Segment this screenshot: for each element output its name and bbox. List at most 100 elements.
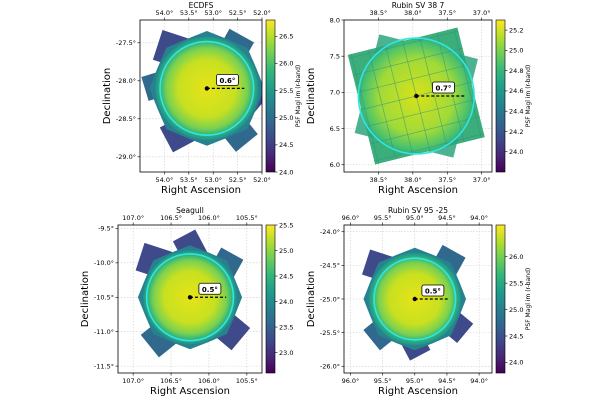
x-axis-label: Right Ascension (150, 386, 230, 397)
x-tick-label-top: 106.5° (160, 214, 182, 222)
colorbar-tick-label: 25.5 (279, 221, 293, 229)
x-tick-label-top: 37.5° (438, 9, 456, 17)
x-tick-label-top: 105.5° (236, 214, 258, 222)
y-tick-label: -10.5° (94, 294, 114, 302)
plot-frame (139, 19, 263, 173)
x-tick-label: 94.0° (470, 377, 488, 385)
colorbar-tick-label: 26.0 (279, 60, 293, 68)
center-marker (204, 86, 210, 91)
x-tick-label-top: 94.5° (438, 214, 456, 222)
colorbar-tick-label: 26.0 (509, 253, 523, 261)
x-tick-label-top: 53.5° (180, 9, 198, 17)
panel-rubin-sv-38-7: 0.7° 38.5° 38.5° 38.0° 38.0° 37.5° 37.5° 37.0° 3… (306, 1, 532, 196)
x-tick-label: 95.5° (374, 377, 392, 385)
x-tick-label: 38.5° (370, 176, 388, 184)
colorbar-tick-label: 24.0 (509, 148, 523, 156)
colorbar-tick-label: 25.5 (509, 279, 523, 287)
colorbar-tick-label: 25.0 (509, 306, 523, 314)
colorbar-tick-label: 24.0 (279, 168, 293, 176)
y-tick-label: 6.0 (330, 161, 340, 169)
colorbar-tick-label: 24.4 (509, 108, 523, 116)
y-axis-label: Declination (306, 68, 317, 125)
colorbar-label: PSF Magl im (r-band) (525, 65, 532, 127)
colorbar-label: PSF Magl im (r-band) (525, 268, 532, 330)
colorbar-tick-label: 25.0 (279, 247, 293, 255)
x-tick-label: 53.0° (204, 176, 222, 184)
tile-seam (453, 28, 482, 139)
x-tick-label: 37.5° (438, 176, 456, 184)
x-tick-label: 106.5° (160, 377, 182, 385)
x-axis-label: Right Ascension (161, 185, 241, 196)
x-tick-label: 54.0° (156, 176, 174, 184)
x-tick-label: 53.5° (180, 176, 198, 184)
colorbar-tick-label: 24.6 (509, 87, 523, 95)
colorbar-tick-label: 24.0 (279, 298, 293, 306)
colorbar-tick-label: 24.5 (279, 272, 293, 280)
y-tick-label: -25.0° (320, 295, 340, 303)
y-tick-label: -26.0° (320, 363, 340, 371)
x-tick-label-top: 52.0° (253, 9, 271, 17)
colorbar (265, 224, 276, 374)
x-tick-label-top: 95.5° (374, 214, 392, 222)
scale-label: 0.6° (219, 77, 235, 85)
x-tick-label-top: 53.0° (204, 9, 222, 17)
tile-seam (374, 133, 484, 162)
x-tick-label-top: 106.0° (198, 214, 220, 222)
scale-label-box (432, 81, 455, 94)
colorbar-tick-label: 26.5 (279, 33, 293, 41)
colorbar-tick-label: 23.0 (279, 349, 293, 357)
colorbar-tick-label: 25.0 (279, 114, 293, 122)
y-tick-label: 7.0 (330, 89, 340, 97)
colorbar-label: PSF Magl im (r-band) (295, 65, 302, 127)
panel-seagull: 0.5° 107.0° 107.0° 106.5° 106.5° 106.0° 106.0°… (80, 206, 293, 397)
fov-circle (357, 37, 475, 155)
fov-circle (373, 257, 457, 341)
x-tick-label: 107.0° (122, 377, 144, 385)
x-tick-label: 95.0° (406, 377, 424, 385)
x-tick-label: 52.0° (253, 176, 271, 184)
x-tick-label: 96.0° (342, 377, 360, 385)
y-tick-label: 8.0 (330, 16, 340, 24)
y-tick-label: -24.0° (320, 228, 340, 236)
x-tick-label: 105.5° (236, 377, 258, 385)
y-tick-label: -25.5° (320, 329, 340, 337)
x-tick-label: 37.0° (473, 176, 491, 184)
chart-title: Rubin SV 38 7 (392, 1, 445, 10)
panel-ecdfs: 0.6° 54.0° 54.0° 53.5° 53.5° 53.0° 53.0° 52.5° 5… (102, 1, 302, 196)
scale-label: 0.5° (202, 286, 218, 294)
colorbar (265, 19, 276, 173)
x-tick-label-top: 107.0° (122, 214, 144, 222)
y-axis-label: Declination (80, 271, 91, 328)
x-tick-label-top: 38.5° (370, 9, 388, 17)
chart-title: ECDFS (189, 1, 214, 10)
scale-label: 0.5° (425, 288, 441, 296)
colorbar (495, 224, 506, 374)
y-tick-label: -11.0° (94, 328, 114, 336)
center-marker (414, 93, 419, 99)
x-tick-label: 38.0° (404, 176, 422, 184)
y-tick-label: 7.5 (330, 52, 340, 60)
center-marker (187, 295, 193, 300)
x-tick-label-top: 95.0° (406, 214, 424, 222)
colorbar-tick-label: 24.5 (509, 332, 523, 340)
y-axis-label: Declination (306, 271, 317, 328)
colorbar-tick-label: 25.2 (509, 26, 523, 34)
fov-circle (159, 40, 255, 137)
x-tick-label-top: 54.0° (156, 9, 174, 17)
chart-title: Seagull (176, 206, 204, 215)
chart-title: Rubin SV 95 -25 (388, 206, 448, 215)
y-tick-label: -28.5° (116, 115, 136, 123)
colorbar-tick-label: 24.5 (279, 141, 293, 149)
colorbar-tick-label: 25.0 (509, 47, 523, 55)
scale-label-box (198, 282, 222, 295)
colorbar-tick-label: 24.0 (509, 359, 523, 367)
fov-circle (145, 253, 235, 342)
x-tick-label: 52.5° (229, 176, 247, 184)
x-tick-label-top: 96.0° (342, 214, 360, 222)
plot-frame (117, 224, 263, 374)
y-tick-label: -24.5° (320, 262, 340, 270)
y-tick-label: 6.5 (330, 125, 340, 133)
y-tick-label: -29.0° (116, 153, 136, 161)
x-tick-label-top: 37.0° (473, 9, 491, 17)
